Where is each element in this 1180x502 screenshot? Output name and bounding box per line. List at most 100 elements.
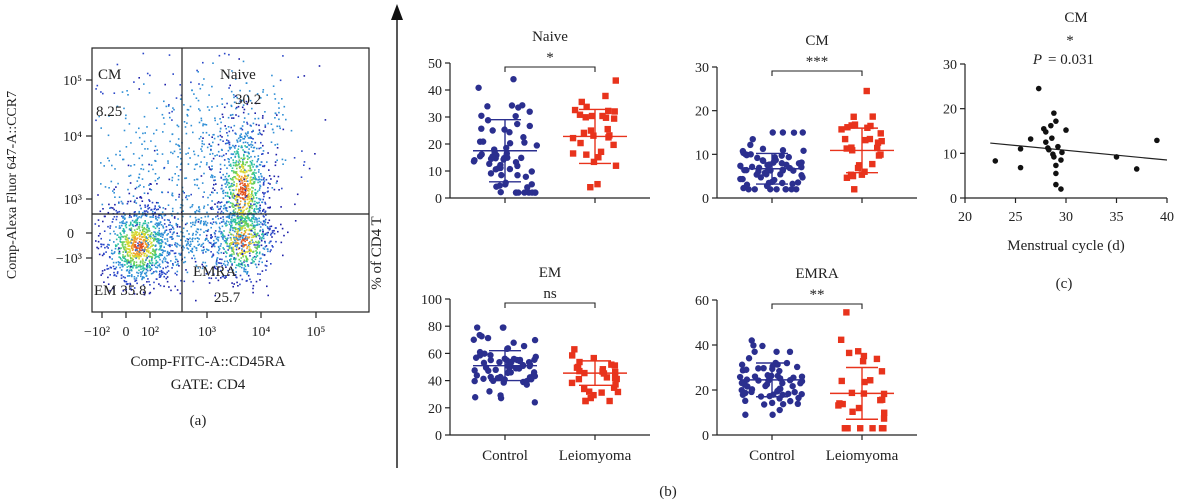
flow-event-dot [100,127,102,129]
flow-event-dot [257,158,260,160]
flow-event-dot [189,237,191,240]
flow-event-dot [254,203,257,205]
flow-event-dot [166,261,168,264]
flow-event-dot [142,168,145,171]
flow-event-dot [212,62,214,64]
control-point [472,354,480,361]
flow-event-dot [144,132,146,134]
flow-event-dot [139,271,142,274]
flow-event-dot [116,272,119,275]
flow-event-dot [257,242,259,244]
flow-event-dot [137,217,139,220]
flow-event-dot [143,115,146,118]
flow-event-dot [141,247,143,249]
control-point [471,394,479,401]
flow-event-dot [250,242,253,245]
flow-event-dot [231,196,234,199]
flow-event-dot [210,168,212,171]
flow-event-dot [236,185,238,187]
data-point [1046,146,1052,153]
flow-event-dot [251,258,253,261]
leiomyoma-point [858,171,866,178]
flow-event-dot [146,269,149,272]
flow-ytick-label: −10³ [56,252,82,267]
flow-event-dot [219,118,221,120]
flow-event-dot [135,267,137,269]
data-point [1059,149,1065,156]
flow-event-dot [264,192,266,194]
flow-event-dot [251,214,254,216]
flow-event-dot [124,214,126,216]
flow-event-dot [114,244,117,246]
flow-event-dot [228,141,231,144]
leiomyoma-point [612,381,619,388]
flow-event-dot [249,177,252,179]
flow-event-dot [239,253,242,255]
flow-event-dot [255,280,258,283]
flow-event-dot [239,252,241,254]
flow-event-dot [252,166,254,168]
control-point [510,76,517,83]
flow-event-dot [254,178,256,180]
flow-event-dot [266,226,269,228]
leiomyoma-point [576,111,584,118]
flow-event-dot [270,225,273,228]
flow-event-dot [160,275,162,277]
flow-event-dot [269,183,271,185]
flow-event-dot [212,208,214,210]
flow-event-dot [150,189,153,191]
flow-event-dot [253,224,255,227]
flow-event-dot [129,221,132,224]
panel-b-ylabel: % of CD4 T [369,216,385,289]
control-point [759,342,766,350]
flow-event-dot [179,98,182,100]
flow-event-dot [157,178,159,180]
flow-event-dot [157,202,159,204]
flow-event-dot [100,162,102,164]
flow-xtick-label: −10² [84,325,110,340]
flow-event-dot [169,245,171,248]
flow-event-dot [147,233,149,236]
flow-event-dot [237,207,240,209]
flow-event-dot [128,261,130,263]
flow-event-dot [118,250,121,253]
flow-event-dot [258,206,261,209]
flow-event-dot [221,232,223,234]
flow-event-dot [201,145,203,148]
flow-event-dot [265,269,267,271]
flow-event-dot [114,168,116,170]
flow-event-dot [216,251,219,254]
control-point [794,400,802,408]
flow-event-dot [246,279,248,282]
flow-event-dot [244,195,247,198]
control-point [738,361,746,368]
flow-event-dot [209,194,212,196]
flow-event-dot [243,233,245,235]
flow-event-dot [248,200,251,203]
flow-event-dot [209,222,212,224]
flow-event-dot [270,141,273,143]
flow-event-dot [173,216,176,218]
flow-event-dot [228,196,230,198]
flow-event-dot [230,104,233,107]
flow-event-dot [117,243,119,245]
flow-event-dot [147,170,150,173]
flow-event-dot [203,191,205,193]
control-point [518,154,525,162]
flow-event-dot [160,254,162,257]
flow-event-dot [250,196,252,198]
flow-event-dot [180,204,182,206]
flow-event-dot [166,240,169,242]
flow-event-dot [133,214,136,217]
flow-event-dot [218,155,221,157]
flow-event-dot [278,111,280,114]
flow-event-dot [267,187,269,189]
flow-event-dot [201,249,203,252]
data-point [1051,110,1057,116]
flow-event-dot [201,142,204,145]
flow-ytick-label: 0 [67,227,74,242]
leiomyoma-point [580,129,588,137]
flow-event-dot [220,269,222,272]
flow-event-dot [242,163,245,166]
flow-event-dot [232,272,235,275]
